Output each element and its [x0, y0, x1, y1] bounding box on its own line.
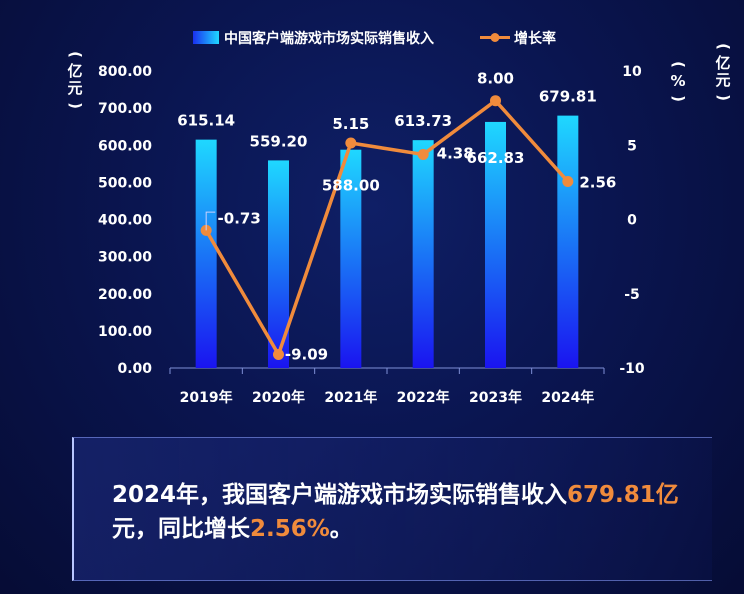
legend-bar-label: 中国客户端游戏市场实际销售收入 [224, 30, 434, 47]
y-left-tick-label: 200.00 [98, 287, 152, 303]
y-left-tick-label: 100.00 [98, 324, 152, 340]
right-unit-yi-char: 亿 [715, 54, 731, 72]
growth-value-label: -0.73 [218, 209, 261, 227]
y-right-tick-label: -5 [624, 287, 640, 303]
right-unit-pct: ( % ) [669, 56, 688, 107]
summary-growth: 2.56% [250, 516, 330, 542]
revenue-bar [412, 140, 434, 368]
growth-rate-point [417, 148, 429, 160]
summary-box: 2024年，我国客户端游戏市场实际销售收入679.81亿元，同比增长2.56%。 [72, 437, 712, 581]
left-unit-label: ( 亿 元 ) [66, 46, 85, 114]
x-tick-label: 2020年 [252, 389, 305, 406]
legend-line-marker [490, 33, 500, 42]
x-tick-label: 2019年 [180, 389, 233, 406]
y-left-tick-label: 700.00 [98, 101, 152, 117]
bar-value-label: 559.20 [250, 132, 308, 150]
growth-line-layer [200, 95, 574, 360]
revenue-bar [557, 115, 579, 368]
bar-value-label: 615.14 [177, 112, 235, 130]
growth-rate-point [273, 348, 284, 360]
y-right-tick-label: 5 [627, 138, 637, 154]
y-right-tick-label: 10 [622, 64, 642, 80]
right-unit-yi: ( 亿 元 ) [714, 38, 733, 106]
axes: 2019年 2020年 2021年 2022年 2023年 2024年 0.00 100.00… [98, 64, 645, 406]
summary-text: 2024年，我国客户端游戏市场实际销售收入679.81亿元，同比增长2.56%。 [112, 478, 692, 546]
y-left-tick-label: 0.00 [117, 361, 152, 377]
growth-value-label: 4.38 [437, 144, 474, 162]
left-unit-yi: 亿 [67, 62, 83, 80]
right-unit-close: ) [714, 94, 733, 101]
y-left-tick-label: 300.00 [98, 250, 152, 266]
growth-rate-point [562, 175, 574, 187]
bar-value-label: 662.83 [467, 149, 525, 167]
x-tick-label: 2024年 [541, 389, 594, 406]
right-unit-open: ( [714, 43, 733, 50]
right-unit-yuan: 元 [715, 71, 731, 89]
bar-value-label: 679.81 [539, 88, 597, 106]
y-left-tick-label: 500.00 [98, 175, 152, 191]
growth-rate-point [345, 137, 357, 149]
x-tick-label: 2022年 [397, 389, 450, 406]
data-labels: 615.14 559.20 588.00 613.73 662.83 679.81 -0.7… [177, 70, 616, 364]
revenue-bar [195, 139, 217, 368]
y-left-tick-label: 600.00 [98, 138, 152, 154]
label-leader-line [205, 211, 216, 231]
revenue-bar [340, 149, 362, 368]
legend-line-label: 增长率 [514, 30, 556, 47]
y-right-tick-label: 0 [627, 213, 637, 229]
bar-value-label: 613.73 [394, 112, 452, 130]
combo-chart: 中国客户端游戏市场实际销售收入 增长率 2019年 2020年 2021年 2022年… [98, 30, 645, 406]
summary-part3: 。 [329, 516, 353, 542]
growth-value-label: 2.56 [579, 173, 616, 191]
growth-rate-point [490, 95, 501, 107]
growth-value-label: 5.15 [332, 115, 369, 133]
x-tick-label: 2021年 [324, 389, 377, 406]
pct-close: ) [669, 95, 688, 102]
summary-revenue: 679.81亿 [567, 482, 679, 508]
y-right-tick-label: -10 [619, 361, 645, 377]
pct-open: ( [669, 61, 688, 68]
legend: 中国客户端游戏市场实际销售收入 增长率 [193, 30, 556, 47]
revenue-bar [485, 121, 506, 368]
left-unit-open: ( [66, 51, 85, 58]
left-unit-close: ) [66, 102, 85, 109]
y-left-tick-label: 800.00 [98, 64, 152, 80]
left-unit-yuan: 元 [67, 79, 83, 97]
y-left-tick-label: 400.00 [98, 213, 152, 229]
bar-value-label: 588.00 [322, 177, 380, 195]
revenue-bar [268, 160, 289, 368]
growth-value-label: 8.00 [477, 70, 514, 88]
summary-part1: 2024年，我国客户端游戏市场实际销售收入 [112, 482, 568, 508]
legend-bar-swatch [193, 31, 219, 44]
bars [195, 115, 579, 368]
x-tick-label: 2023年 [469, 389, 522, 406]
pct-sign: % [670, 72, 686, 90]
growth-value-label: -9.09 [285, 345, 328, 363]
growth-rate-line [204, 98, 570, 357]
summary-part2: 元，同比增长 [112, 516, 250, 542]
